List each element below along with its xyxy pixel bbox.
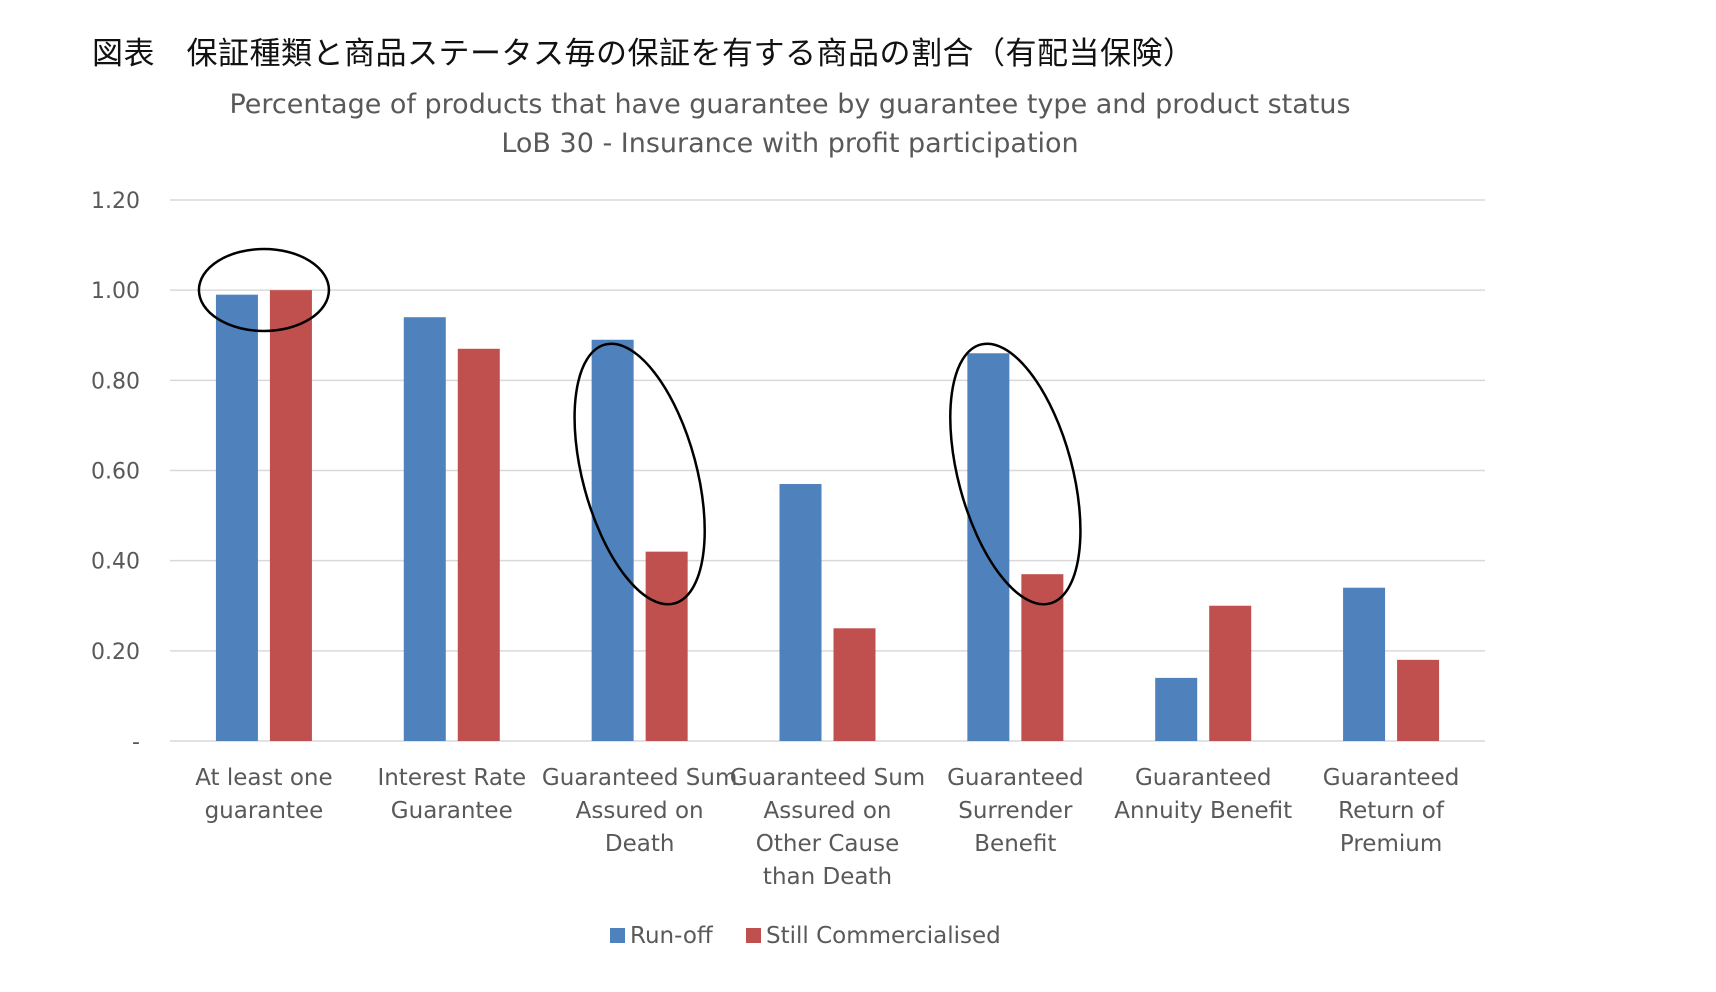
y-axis-ticks: - 0.20 0.40 0.60 0.80 1.00 1.20	[91, 189, 140, 755]
highlight-ellipse	[949, 342, 1082, 606]
legend-swatch	[610, 928, 625, 943]
y-tick-label: 0.60	[91, 460, 140, 485]
x-tick-label: Premium	[1340, 831, 1442, 857]
bar-run-off	[1343, 587, 1386, 741]
x-tick-label: Guaranteed Sum	[542, 765, 737, 791]
gridlines	[170, 199, 1485, 742]
bar-run-off	[215, 294, 258, 741]
bars	[215, 290, 1440, 741]
bar-still-commercialised	[1209, 605, 1252, 741]
x-tick-label: Guaranteed	[1135, 765, 1272, 791]
y-tick-label: 1.00	[91, 279, 140, 304]
legend: Run-off Still Commercialised	[610, 923, 1001, 949]
x-tick-label: Assured on	[764, 798, 892, 824]
bar-still-commercialised	[457, 348, 500, 741]
bar-run-off	[779, 484, 822, 741]
y-tick-label: 0.20	[91, 640, 140, 665]
x-tick-label: Interest Rate	[377, 765, 526, 791]
highlight-ellipses	[197, 247, 1082, 606]
bar-run-off	[591, 339, 634, 741]
figure-title: 図表 保証種類と商品ステータス毎の保証を有する商品の割合（有配当保険）	[92, 36, 1195, 72]
x-tick-label: Guarantee	[391, 798, 513, 824]
chart-title: Percentage of products that have guarant…	[229, 89, 1350, 120]
chart-subtitle: LoB 30 - Insurance with profit participa…	[501, 128, 1078, 159]
x-axis-labels: At least one guarantee Interest Rate Guaran…	[195, 765, 1459, 890]
bar-still-commercialised	[269, 290, 312, 741]
x-tick-label: Other Cause	[756, 831, 899, 857]
bar-run-off	[1155, 677, 1198, 741]
highlight-ellipse	[573, 342, 706, 606]
legend-swatch	[746, 928, 761, 943]
y-tick-label: 0.40	[91, 550, 140, 575]
bar-still-commercialised	[645, 551, 688, 741]
x-tick-label: guarantee	[205, 798, 324, 824]
x-tick-label: Guaranteed	[1323, 765, 1460, 791]
x-tick-label: Surrender	[958, 798, 1073, 824]
x-tick-label: Benefit	[974, 831, 1056, 857]
y-tick-label: -	[132, 730, 140, 755]
x-tick-label: Assured on	[576, 798, 704, 824]
x-tick-label: At least one	[195, 765, 332, 791]
bar-still-commercialised	[1397, 659, 1440, 741]
x-tick-label: Death	[605, 831, 675, 857]
x-tick-label: Guaranteed Sum	[730, 765, 925, 791]
legend-label: Still Commercialised	[766, 923, 1001, 949]
x-tick-label: Annuity Benefit	[1114, 798, 1292, 824]
legend-label: Run-off	[630, 923, 714, 949]
bar-run-off	[403, 317, 446, 741]
x-tick-label: Guaranteed	[947, 765, 1084, 791]
y-tick-label: 1.20	[91, 189, 140, 214]
bar-still-commercialised	[833, 628, 876, 741]
highlight-ellipse	[197, 247, 331, 333]
x-tick-label: Return of	[1338, 798, 1445, 824]
bar-run-off	[967, 353, 1010, 741]
y-tick-label: 0.80	[91, 369, 140, 394]
x-tick-label: than Death	[763, 864, 892, 890]
